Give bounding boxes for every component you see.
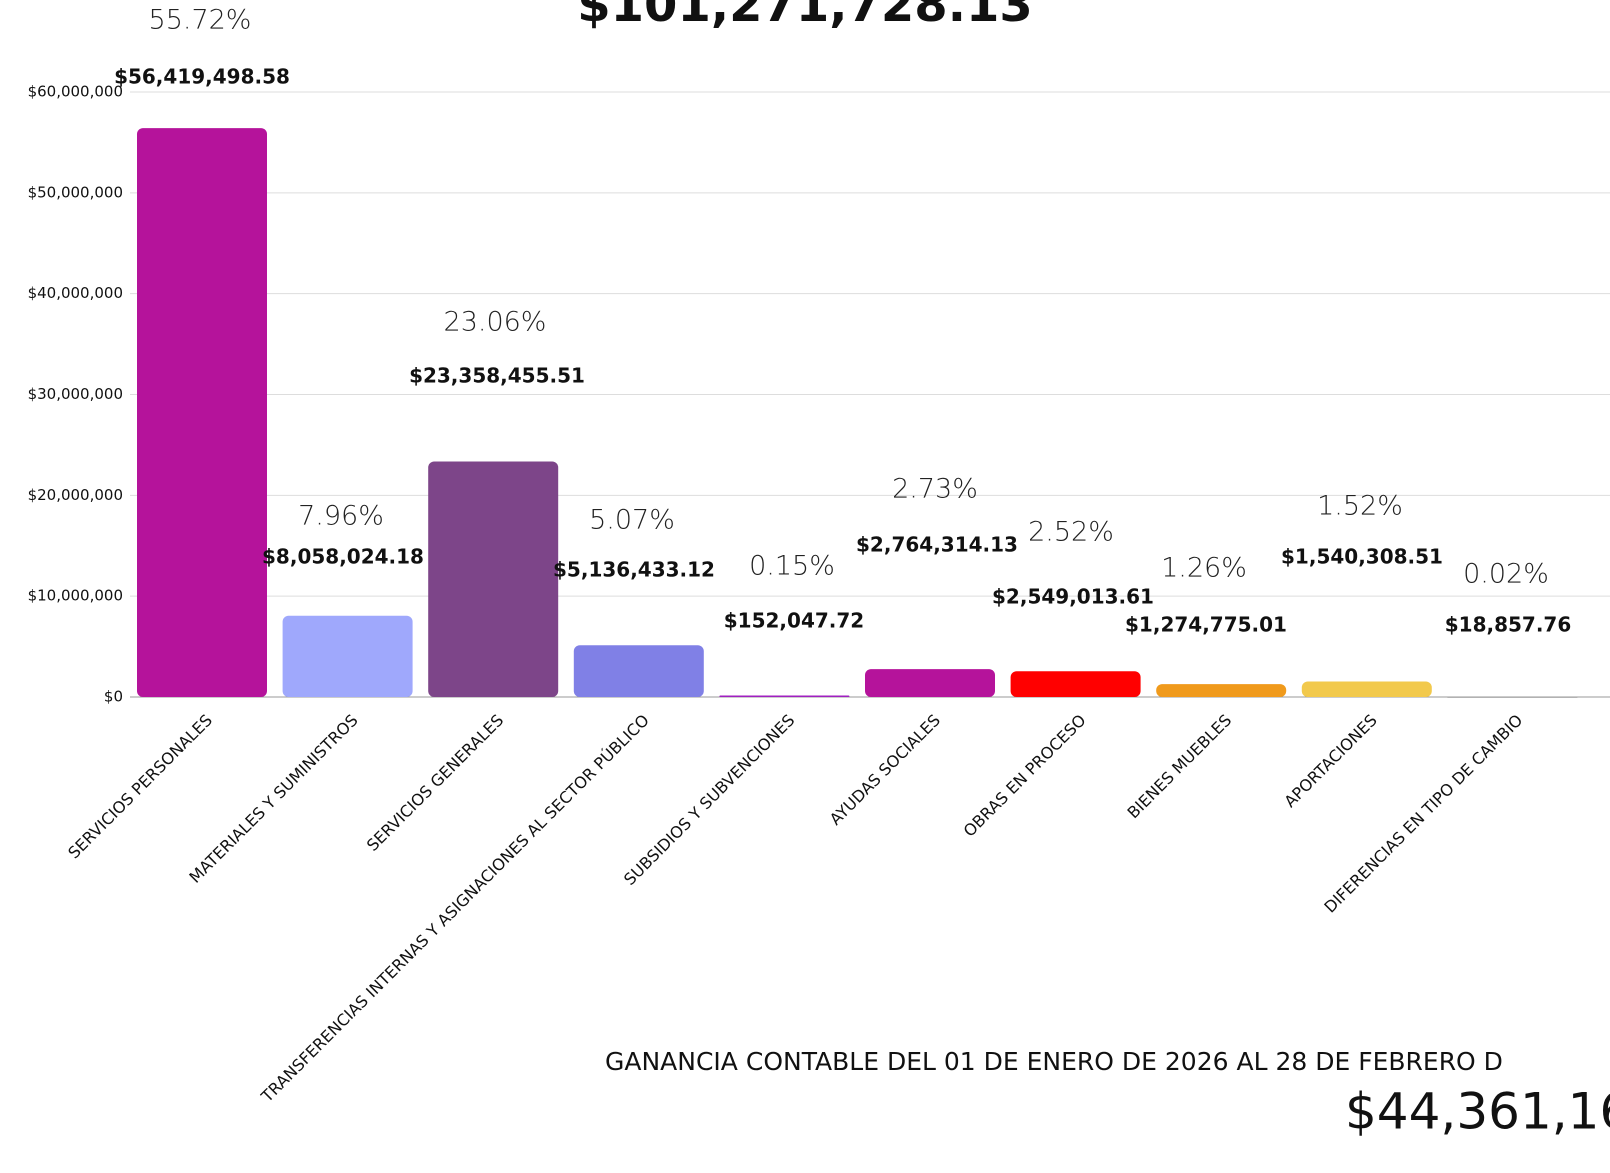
y-tick-label: $0 [104, 688, 123, 706]
x-tick-label: AYUDAS SOCIALES [826, 711, 944, 829]
y-tick-label: $20,000,000 [28, 486, 123, 504]
value-label: $152,047.72 [724, 609, 864, 633]
x-tick-label: SERVICIOS GENERALES [363, 711, 507, 855]
value-label: $23,358,455.51 [409, 364, 585, 388]
bar [1447, 696, 1578, 698]
value-label: $1,274,775.01 [1125, 613, 1287, 637]
y-tick-label: $50,000,000 [28, 183, 123, 201]
percent-label: 2.73% [892, 474, 978, 505]
percent-label: 1.52% [1317, 491, 1403, 522]
y-tick-label: $60,000,000 [28, 83, 123, 101]
bar [282, 615, 413, 697]
value-label: $8,058,024.18 [262, 545, 424, 569]
value-label: $56,419,498.58 [114, 65, 290, 89]
y-tick-label: $30,000,000 [28, 385, 123, 403]
x-tick-label: SUBSIDIOS Y SUBVENCIONES [620, 711, 798, 889]
value-label: $1,540,308.51 [1281, 545, 1443, 569]
bar [428, 461, 559, 697]
value-label: $5,136,433.12 [553, 558, 715, 582]
x-tick-label: OBRAS EN PROCESO [960, 711, 1090, 841]
y-tick-label: $40,000,000 [28, 284, 123, 302]
percent-label: 5.07% [589, 505, 675, 536]
x-tick-label: APORTACIONES [1280, 711, 1380, 811]
percent-label: 55.72% [149, 5, 252, 36]
percent-label: 7.96% [298, 501, 384, 532]
x-tick-label: SERVICIOS PERSONALES [64, 711, 216, 863]
footer-label: GANANCIA CONTABLE DEL 01 DE ENERO DE 202… [605, 1047, 1503, 1076]
bar [137, 128, 267, 697]
chart-title: $101,271,728.13 [577, 0, 1032, 33]
bar [573, 645, 704, 697]
value-label: $2,764,314.13 [856, 533, 1018, 557]
percent-label: 0.15% [749, 551, 835, 582]
bar [865, 669, 995, 697]
value-label: $2,549,013.61 [992, 585, 1154, 609]
percent-label: 23.06% [444, 307, 547, 338]
bar [719, 695, 850, 697]
value-label: $18,857.76 [1445, 613, 1572, 637]
percent-label: 0.02% [1463, 559, 1549, 590]
percent-label: 1.26% [1161, 553, 1247, 584]
percent-label: 2.52% [1028, 517, 1114, 548]
bar [1010, 671, 1141, 697]
bar [1156, 684, 1287, 697]
bar [1301, 681, 1432, 697]
y-tick-label: $10,000,000 [28, 587, 123, 605]
x-tick-label: BIENES MUEBLES [1124, 711, 1236, 823]
footer-value: $44,361,16 [1345, 1083, 1610, 1141]
x-tick-label: MATERIALES Y SUMINISTROS [185, 711, 361, 887]
